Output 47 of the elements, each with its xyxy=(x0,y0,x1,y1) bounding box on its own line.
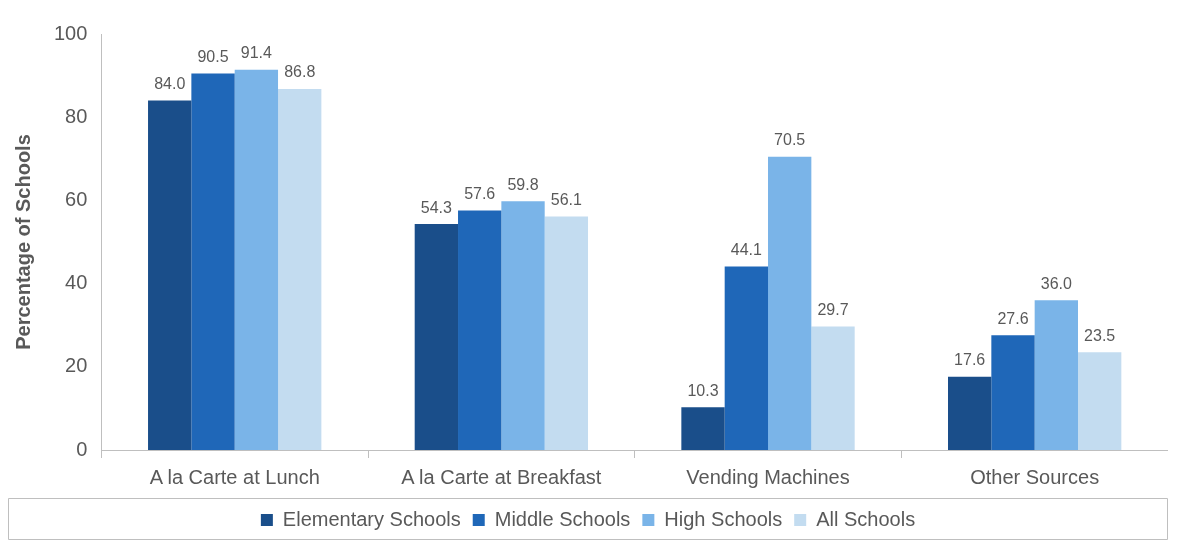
data-label: 84.0 xyxy=(154,74,186,92)
bar xyxy=(1078,352,1122,450)
x-tick-label: Other Sources xyxy=(970,465,1100,488)
bar xyxy=(501,201,545,450)
bar xyxy=(811,326,855,450)
data-label: 57.6 xyxy=(464,184,496,202)
legend-label: All Schools xyxy=(816,507,916,530)
bar xyxy=(948,376,992,450)
bar xyxy=(148,100,192,450)
legend-label: Middle Schools xyxy=(494,507,631,530)
data-label: 23.5 xyxy=(1084,326,1116,344)
bar xyxy=(191,73,235,450)
bar xyxy=(278,88,322,450)
bar xyxy=(414,224,459,450)
y-tick-label: 80 xyxy=(65,104,88,127)
bar xyxy=(458,210,502,450)
y-tick-label: 100 xyxy=(53,21,88,44)
y-tick-label: 60 xyxy=(65,187,88,210)
y-axis-title: Percentage of Schools xyxy=(11,134,34,350)
bar xyxy=(991,335,1035,450)
bar xyxy=(1034,300,1078,450)
data-label: 27.6 xyxy=(997,309,1029,327)
data-label: 56.1 xyxy=(550,191,583,209)
data-label: 17.6 xyxy=(954,351,986,369)
x-tick-label: A la Carte at Breakfast xyxy=(401,465,602,488)
bar xyxy=(544,216,589,450)
bar xyxy=(681,407,725,450)
data-label: 36.0 xyxy=(1040,274,1073,292)
data-label: 91.4 xyxy=(240,44,273,62)
y-tick-label: 20 xyxy=(65,354,88,377)
data-label: 90.5 xyxy=(197,47,229,65)
data-label: 29.7 xyxy=(817,300,849,318)
data-label: 10.3 xyxy=(687,381,719,399)
x-tick-label: Vending Machines xyxy=(686,465,850,488)
data-label: 54.3 xyxy=(420,198,453,216)
bar xyxy=(724,266,769,450)
bar xyxy=(768,156,812,450)
bar xyxy=(234,69,279,450)
legend-label: High Schools xyxy=(664,507,783,530)
legend-label: Elementary Schools xyxy=(282,507,461,530)
y-tick-label: 40 xyxy=(65,271,88,294)
y-tick-label: 0 xyxy=(76,437,88,460)
data-label: 59.8 xyxy=(507,175,539,193)
data-label: 70.5 xyxy=(774,131,806,149)
data-label: 44.1 xyxy=(730,240,763,258)
x-tick-label: A la Carte at Lunch xyxy=(149,465,320,488)
data-label: 86.8 xyxy=(284,63,316,81)
